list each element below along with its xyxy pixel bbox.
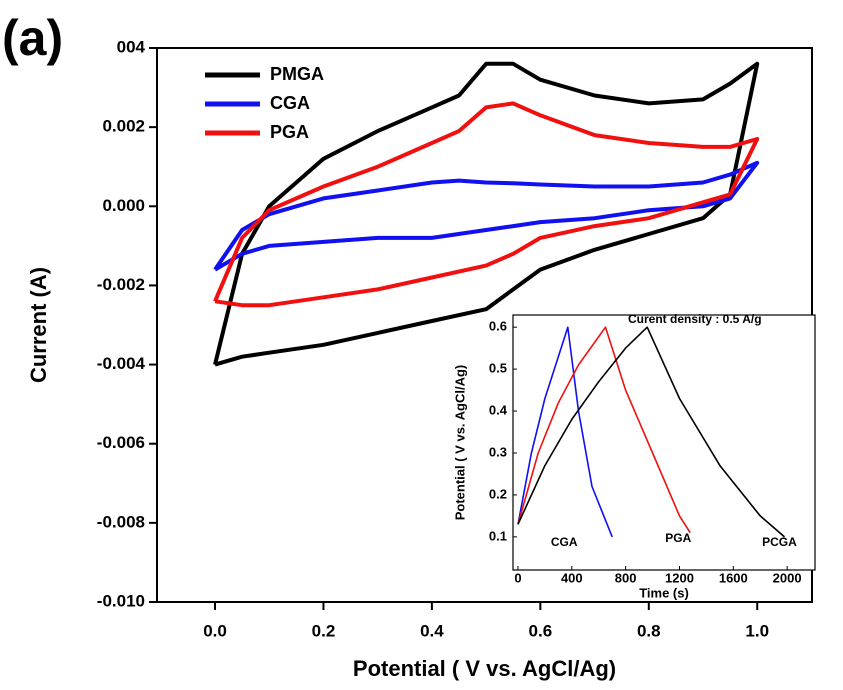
x-tick-label: 400 xyxy=(561,570,583,585)
annotation: Curent density : 0.5 A/g xyxy=(628,312,762,326)
x-tick-label: 0.6 xyxy=(529,621,553,640)
x-tick-label: 0.8 xyxy=(637,621,661,640)
data-line xyxy=(213,160,760,272)
y-tick-label: 0.002 xyxy=(102,117,145,136)
y-tick-label: 0.1 xyxy=(489,528,507,543)
y-tick-label: 0.000 xyxy=(102,196,145,215)
x-tick-label: 1.0 xyxy=(745,621,769,640)
y-axis-label: Current (A) xyxy=(26,267,51,383)
x-tick-label: 1600 xyxy=(719,570,748,585)
y-tick-label: -0.008 xyxy=(97,512,145,531)
chart-title: (a) xyxy=(2,10,63,66)
y-tick-label: 0.5 xyxy=(489,361,507,376)
x-tick-label: 0.4 xyxy=(420,621,444,640)
plot-frame xyxy=(512,314,816,571)
x-tick-label: 800 xyxy=(615,570,637,585)
x-axis-label: Potential ( V vs. AgCl/Ag) xyxy=(353,656,616,681)
series-label: PCGA xyxy=(762,535,797,549)
x-tick-label: 0.0 xyxy=(203,621,227,640)
x-axis-label: Time (s) xyxy=(639,585,689,600)
series-label: PGA xyxy=(665,531,691,545)
y-tick-label: 0.3 xyxy=(489,444,507,459)
y-tick-label: -0.002 xyxy=(97,275,145,294)
y-tick-label: 0.4 xyxy=(489,402,508,417)
y-tick-label: -0.010 xyxy=(97,591,145,610)
data-line xyxy=(213,101,760,308)
data-line xyxy=(517,326,691,534)
data-line xyxy=(213,61,760,367)
x-tick-label: 2000 xyxy=(773,570,802,585)
y-tick-label: 0.6 xyxy=(489,319,507,334)
x-tick-label: 0.2 xyxy=(312,621,336,640)
inset-background xyxy=(513,315,815,570)
data-line xyxy=(517,326,786,538)
legend-label: PMGA xyxy=(270,64,324,84)
series-label: CGA xyxy=(551,535,578,549)
legend-label: CGA xyxy=(270,93,310,113)
data-line xyxy=(517,326,613,538)
y-tick-label: -0.006 xyxy=(97,433,145,452)
x-tick-label: 1200 xyxy=(665,570,694,585)
legend-label: PGA xyxy=(270,122,309,142)
x-tick-label: 0 xyxy=(514,570,521,585)
y-tick-label: 0.2 xyxy=(489,486,507,501)
y-tick-label: -0.004 xyxy=(97,354,146,373)
y-axis-label: Potential ( V vs. AgCl/Ag) xyxy=(452,365,467,521)
y-tick-label: 004 xyxy=(117,37,146,56)
